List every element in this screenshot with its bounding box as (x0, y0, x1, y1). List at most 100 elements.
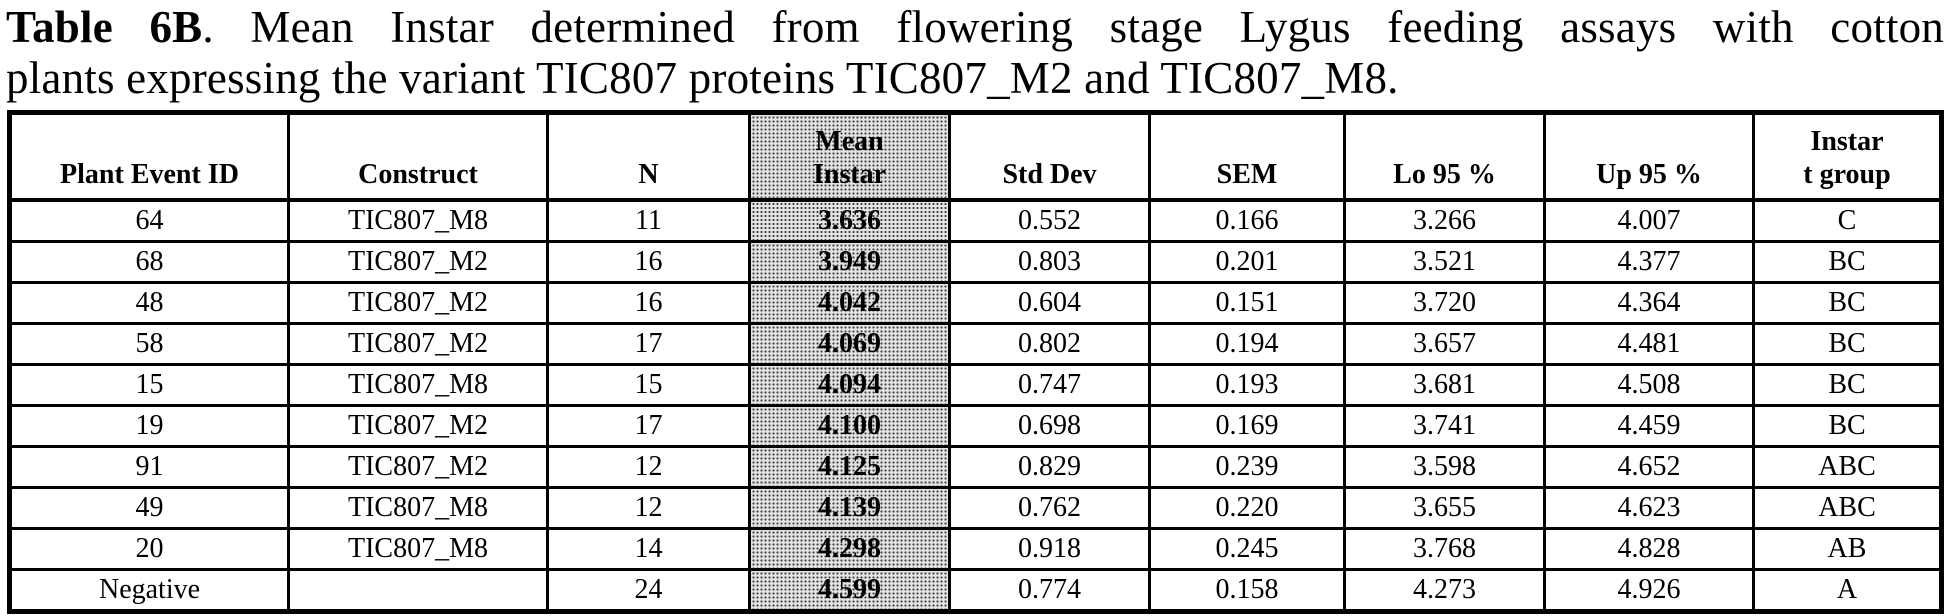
cell-plant-event-id: 64 (8, 198, 290, 243)
cell-std-dev: 0.918 (948, 527, 1151, 571)
table-row: 20 TIC807_M8 14 4.298 0.918 0.245 3.768 … (8, 527, 1943, 571)
mean-instar-table: Plant Event ID Construct N Mean Instar S… (7, 110, 1944, 614)
cell-construct: TIC807_M2 (287, 445, 549, 489)
table-row: 19 TIC807_M2 17 4.100 0.698 0.169 3.741 … (8, 404, 1943, 448)
cell-n: 16 (546, 240, 751, 284)
cell-mean-instar: 4.599 (748, 568, 951, 613)
cell-construct: TIC807_M8 (287, 527, 549, 571)
cell-sem: 0.194 (1148, 322, 1346, 366)
cell-plant-event-id: 91 (8, 445, 290, 489)
cell-lo-95: 3.655 (1343, 486, 1546, 530)
cell-std-dev: 0.698 (948, 404, 1151, 448)
table-row: 49 TIC807_M8 12 4.139 0.762 0.220 3.655 … (8, 486, 1943, 530)
cell-lo-95: 3.598 (1343, 445, 1546, 489)
cell-construct (287, 568, 549, 613)
cell-std-dev: 0.604 (948, 281, 1151, 325)
header-construct: Construct (287, 111, 549, 202)
cell-up-95: 4.459 (1543, 404, 1755, 448)
cell-up-95: 4.377 (1543, 240, 1755, 284)
cell-construct: TIC807_M8 (287, 363, 549, 407)
cell-mean-instar: 4.069 (748, 322, 951, 366)
cell-instar-t-group: C (1752, 198, 1943, 243)
cell-lo-95: 3.741 (1343, 404, 1546, 448)
table-row: 68 TIC807_M2 16 3.949 0.803 0.201 3.521 … (8, 240, 1943, 284)
cell-construct: TIC807_M8 (287, 198, 549, 243)
cell-sem: 0.158 (1148, 568, 1346, 613)
table-row: 91 TIC807_M2 12 4.125 0.829 0.239 3.598 … (8, 445, 1943, 489)
cell-plant-event-id: 49 (8, 486, 290, 530)
cell-instar-t-group: ABC (1752, 445, 1943, 489)
cell-std-dev: 0.762 (948, 486, 1151, 530)
cell-up-95: 4.364 (1543, 281, 1755, 325)
header-plant-event-id: Plant Event ID (8, 111, 290, 202)
caption-line-1-text: . Mean Instar determined from flowering … (202, 2, 1944, 52)
cell-n: 11 (546, 198, 751, 243)
caption-line-2: plants expressing the variant TIC807 pro… (6, 53, 1399, 103)
cell-construct: TIC807_M8 (287, 486, 549, 530)
cell-sem: 0.193 (1148, 363, 1346, 407)
cell-sem: 0.245 (1148, 527, 1346, 571)
cell-std-dev: 0.552 (948, 198, 1151, 243)
cell-up-95: 4.623 (1543, 486, 1755, 530)
cell-lo-95: 3.657 (1343, 322, 1546, 366)
caption-table-number: Table 6B (6, 2, 203, 52)
header-n: N (546, 111, 751, 202)
cell-up-95: 4.481 (1543, 322, 1755, 366)
cell-std-dev: 0.829 (948, 445, 1151, 489)
cell-n: 24 (546, 568, 751, 613)
cell-mean-instar: 4.125 (748, 445, 951, 489)
cell-sem: 0.220 (1148, 486, 1346, 530)
cell-plant-event-id: 19 (8, 404, 290, 448)
cell-mean-instar: 3.949 (748, 240, 951, 284)
cell-lo-95: 3.521 (1343, 240, 1546, 284)
header-mean-instar: Mean Instar (748, 111, 951, 202)
cell-instar-t-group: A (1752, 568, 1943, 613)
cell-n: 14 (546, 527, 751, 571)
cell-up-95: 4.007 (1543, 198, 1755, 243)
cell-lo-95: 3.681 (1343, 363, 1546, 407)
cell-n: 12 (546, 445, 751, 489)
cell-construct: TIC807_M2 (287, 240, 549, 284)
cell-lo-95: 3.720 (1343, 281, 1546, 325)
cell-mean-instar: 4.042 (748, 281, 951, 325)
table-caption: Table 6B. Mean Instar determined from fl… (6, 2, 1944, 104)
cell-n: 16 (546, 281, 751, 325)
cell-std-dev: 0.774 (948, 568, 1151, 613)
cell-instar-t-group: BC (1752, 240, 1943, 284)
cell-up-95: 4.508 (1543, 363, 1755, 407)
header-sem: SEM (1148, 111, 1346, 202)
header-std-dev: Std Dev (948, 111, 1151, 202)
cell-std-dev: 0.803 (948, 240, 1151, 284)
header-instar-t-group: Instar t group (1752, 111, 1943, 202)
cell-n: 17 (546, 404, 751, 448)
cell-construct: TIC807_M2 (287, 322, 549, 366)
table-row: 64 TIC807_M8 11 3.636 0.552 0.166 3.266 … (8, 198, 1943, 243)
table-row: 58 TIC807_M2 17 4.069 0.802 0.194 3.657 … (8, 322, 1943, 366)
cell-sem: 0.239 (1148, 445, 1346, 489)
cell-instar-t-group: AB (1752, 527, 1943, 571)
cell-sem: 0.166 (1148, 198, 1346, 243)
cell-instar-t-group: BC (1752, 363, 1943, 407)
cell-std-dev: 0.802 (948, 322, 1151, 366)
cell-lo-95: 4.273 (1343, 568, 1546, 613)
cell-construct: TIC807_M2 (287, 281, 549, 325)
cell-up-95: 4.926 (1543, 568, 1755, 613)
caption-line-1: Table 6B. Mean Instar determined from fl… (6, 2, 1944, 53)
cell-mean-instar: 3.636 (748, 198, 951, 243)
cell-lo-95: 3.768 (1343, 527, 1546, 571)
table-row: 48 TIC807_M2 16 4.042 0.604 0.151 3.720 … (8, 281, 1943, 325)
cell-n: 12 (546, 486, 751, 530)
cell-mean-instar: 4.094 (748, 363, 951, 407)
cell-instar-t-group: BC (1752, 281, 1943, 325)
cell-lo-95: 3.266 (1343, 198, 1546, 243)
header-lo-95: Lo 95 % (1343, 111, 1546, 202)
table-row: 15 TIC807_M8 15 4.094 0.747 0.193 3.681 … (8, 363, 1943, 407)
table-row: Negative 24 4.599 0.774 0.158 4.273 4.92… (8, 568, 1943, 613)
cell-plant-event-id: 58 (8, 322, 290, 366)
cell-sem: 0.201 (1148, 240, 1346, 284)
cell-instar-t-group: BC (1752, 404, 1943, 448)
cell-construct: TIC807_M2 (287, 404, 549, 448)
cell-n: 17 (546, 322, 751, 366)
header-up-95: Up 95 % (1543, 111, 1755, 202)
cell-instar-t-group: ABC (1752, 486, 1943, 530)
